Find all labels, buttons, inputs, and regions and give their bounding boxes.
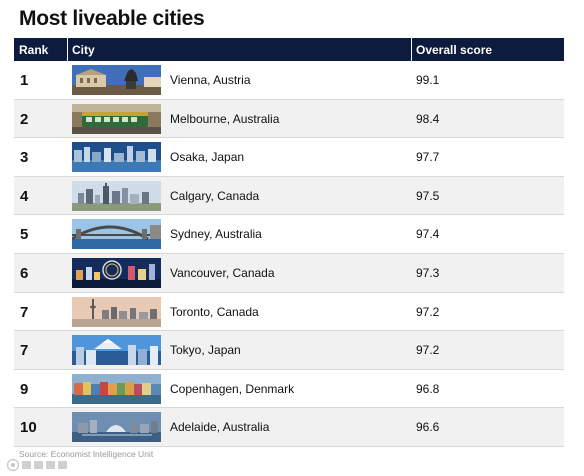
rank-cell: 2 [20, 110, 29, 128]
header-divider [67, 38, 68, 61]
score-cell: 97.2 [416, 343, 440, 358]
table-body: 1 Vienna, Austria 99.1 2 Melbourne, Austra… [14, 61, 564, 447]
table-row: 9 Copenhagen, Denmark 96.8 [14, 370, 564, 409]
rank-cell: 3 [20, 149, 29, 167]
source-note: Source: Economist Intelligence Unit [19, 449, 154, 459]
rank-cell: 7 [20, 342, 29, 360]
score-cell: 97.5 [416, 188, 440, 203]
rank-cell: 9 [20, 380, 29, 398]
score-cell: 96.6 [416, 420, 440, 435]
vienna-photo [72, 65, 161, 95]
header-divider [411, 38, 412, 61]
table-row: 1 Vienna, Austria 99.1 [14, 61, 564, 100]
score-cell: 97.7 [416, 150, 440, 165]
osaka-photo [72, 142, 161, 173]
table-row: 4 Calgary, Canada 97.5 [14, 176, 564, 216]
table-row: 5 Sydney, Australia 97.4 [14, 215, 564, 254]
table-row: 7 Tokyo, Japan 97.2 [14, 331, 564, 370]
city-cell: Vancouver, Canada [170, 265, 275, 280]
header-city: City [72, 43, 95, 57]
header-rank: Rank [19, 43, 49, 57]
tokyo-photo [72, 335, 161, 366]
score-cell: 96.8 [416, 381, 440, 396]
score-cell: 99.1 [416, 73, 440, 87]
city-cell: Adelaide, Australia [170, 420, 270, 435]
rank-cell: 1 [20, 72, 29, 89]
city-cell: Tokyo, Japan [170, 343, 241, 358]
chart-title: Most liveable cities [19, 7, 205, 30]
rank-cell: 7 [20, 303, 29, 321]
calgary-photo [72, 180, 161, 211]
city-cell: Toronto, Canada [170, 304, 259, 319]
sydney-photo [72, 219, 161, 250]
rank-cell: 10 [20, 419, 37, 437]
city-cell: Copenhagen, Denmark [170, 381, 295, 396]
liveable-cities-table: Rank City Overall score 1 Vienna, Austri… [14, 38, 564, 447]
city-cell: Osaka, Japan [170, 150, 245, 165]
table-row: 7 Toronto, Canada 97.2 [14, 293, 564, 332]
watermark-logo [6, 458, 67, 472]
table-row: 10 Adelaide, Australia 96.6 [14, 408, 564, 447]
header-score: Overall score [416, 43, 493, 57]
rank-cell: 5 [20, 226, 29, 244]
table-header: Rank City Overall score [14, 38, 564, 61]
copenhagen-photo [72, 373, 161, 404]
score-cell: 97.3 [416, 265, 440, 280]
score-cell: 97.2 [416, 304, 440, 319]
rank-cell: 6 [20, 264, 29, 282]
table-row: 3 Osaka, Japan 97.7 [14, 138, 564, 177]
table-row: 2 Melbourne, Australia 98.4 [14, 99, 564, 139]
melbourne-photo [72, 103, 161, 134]
score-cell: 98.4 [416, 111, 440, 126]
toronto-photo [72, 296, 161, 327]
table-row: 6 Vancouver, Canada 97.3 [14, 253, 564, 293]
vancouver-photo [72, 257, 161, 288]
rank-cell: 4 [20, 187, 29, 205]
city-cell: Sydney, Australia [170, 227, 262, 242]
adelaide-photo [72, 412, 161, 443]
city-cell: Melbourne, Australia [170, 111, 280, 126]
city-cell: Calgary, Canada [170, 188, 260, 203]
score-cell: 97.4 [416, 227, 440, 242]
city-cell: Vienna, Austria [170, 73, 251, 87]
